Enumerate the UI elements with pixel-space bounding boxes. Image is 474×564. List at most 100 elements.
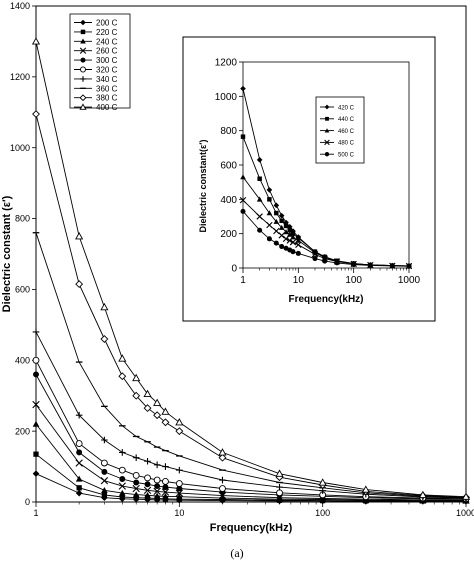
main-data-point [318, 478, 327, 486]
inset-data-point [266, 221, 273, 229]
main-data-point [144, 491, 151, 498]
inset-data-point [389, 263, 395, 269]
main-data-point [418, 490, 427, 499]
main-data-point [144, 495, 151, 501]
inset-data-point [290, 249, 296, 255]
inset-data-point [266, 210, 273, 216]
inset-y-tick-label: 1200 [215, 58, 238, 69]
main-data-point [75, 280, 84, 289]
inset-legend-item: 420 C [320, 104, 355, 111]
main-legend-marker [80, 29, 86, 35]
main-data-point [275, 469, 284, 477]
inset-y-tick-label: 400 [220, 195, 237, 206]
main-data-point [162, 478, 169, 485]
inset-x-tick-label: 1 [240, 275, 246, 286]
main-data-point [32, 420, 40, 427]
inset-legend-label: 500 C [338, 152, 355, 158]
main-data-point [33, 451, 39, 457]
main-data-point [75, 475, 83, 482]
main-data-point [32, 328, 40, 336]
main-legend-label: 240 C [96, 37, 118, 46]
main-legend-item: 320 C [74, 66, 118, 75]
main-data-point [101, 436, 108, 444]
main-data-point [118, 449, 126, 456]
main-legend-label: 260 C [96, 47, 118, 56]
inset-data-point [256, 213, 263, 220]
inset-y-axis: 0 200 400 600 800 1000 1200 [215, 58, 243, 275]
main-data-point [143, 486, 152, 494]
main-data-point [219, 494, 226, 501]
main-x-axis-label: Frequency(kHz) [210, 522, 293, 534]
inset-data-point [282, 235, 290, 243]
inset-data-point [289, 239, 297, 246]
inset-data-point [240, 208, 246, 214]
main-data-point [119, 476, 126, 482]
inset-legend-box [315, 96, 365, 164]
main-legend-item: 260 C [74, 47, 118, 56]
inset-data-point [278, 232, 285, 239]
main-legend-item: 200 C [74, 19, 118, 28]
main-y-axis-label: Dielectric constant (ε′) [1, 195, 13, 312]
main-data-point [100, 459, 108, 467]
inset-data-point [286, 224, 293, 230]
inset-data-point [266, 187, 273, 193]
inset-data-point [273, 240, 279, 246]
inset-data-point [295, 241, 302, 249]
main-y-tick-label: 0 [25, 497, 30, 507]
main-data-point [118, 482, 126, 490]
inset-y-axis-label: Dielectric constant(ε′) [198, 140, 208, 233]
inset-data-point [287, 227, 293, 233]
main-x-tick-label: 1 [33, 508, 38, 518]
inset-legend: 420 C 440 C 460 C 480 C 500 C [315, 96, 365, 164]
main-legend-item: 360 C [74, 84, 118, 93]
inset-legend-label: 420 C [338, 105, 355, 111]
main-data-point [132, 391, 141, 400]
main-data-point [143, 404, 152, 413]
main-data-point [218, 453, 227, 462]
inset-data-point [239, 197, 247, 204]
inset-data-point [367, 262, 373, 268]
main-data-point [119, 494, 125, 500]
main-data-point [32, 110, 40, 118]
inset-data-point [279, 244, 285, 250]
inset-data-point [256, 157, 263, 163]
inset-x-tick-label: 1000 [398, 275, 421, 286]
main-data-point [144, 474, 151, 482]
inset-data-point [278, 224, 285, 230]
main-data-point [75, 440, 83, 447]
inset-data-point [273, 218, 280, 224]
inset-legend-item: 460 C [320, 128, 355, 135]
inset-data-point [256, 196, 263, 202]
main-data-point [153, 492, 161, 499]
inset-data-point [283, 223, 289, 229]
inset-data-point [273, 227, 280, 235]
main-data-point [153, 398, 162, 406]
main-x-tick-label: 10 [174, 508, 184, 518]
inset-x-tick-label: 10 [293, 275, 305, 286]
inset-legend-item: 480 C [320, 139, 355, 147]
inset-data-point [240, 174, 246, 180]
main-data-point [144, 457, 151, 465]
inset-data-point [311, 251, 319, 258]
inset-y-tick-label: 1000 [215, 92, 238, 103]
inset-data-point [286, 231, 293, 237]
inset-plot-area [242, 61, 410, 269]
main-data-point [276, 483, 283, 491]
inset-data-point [257, 227, 263, 233]
main-y-tick-label: 200 [15, 426, 30, 436]
inset-legend-items: 420 C 440 C 460 C 480 C 500 C [320, 104, 355, 158]
main-y-tick-label: 400 [15, 355, 30, 365]
main-data-point [132, 491, 140, 498]
main-data-point [219, 476, 226, 484]
main-data-point [153, 411, 162, 420]
main-y-tick-label: 1000 [10, 143, 30, 153]
main-data-point [100, 477, 109, 485]
inset-series-group [239, 85, 413, 270]
main-data-point [32, 470, 40, 477]
main-data-point [176, 485, 183, 492]
inset-data-point [267, 197, 272, 202]
inset-series-line [242, 199, 410, 267]
main-x-tick-label: 100 [315, 508, 330, 518]
main-data-point [101, 492, 108, 498]
